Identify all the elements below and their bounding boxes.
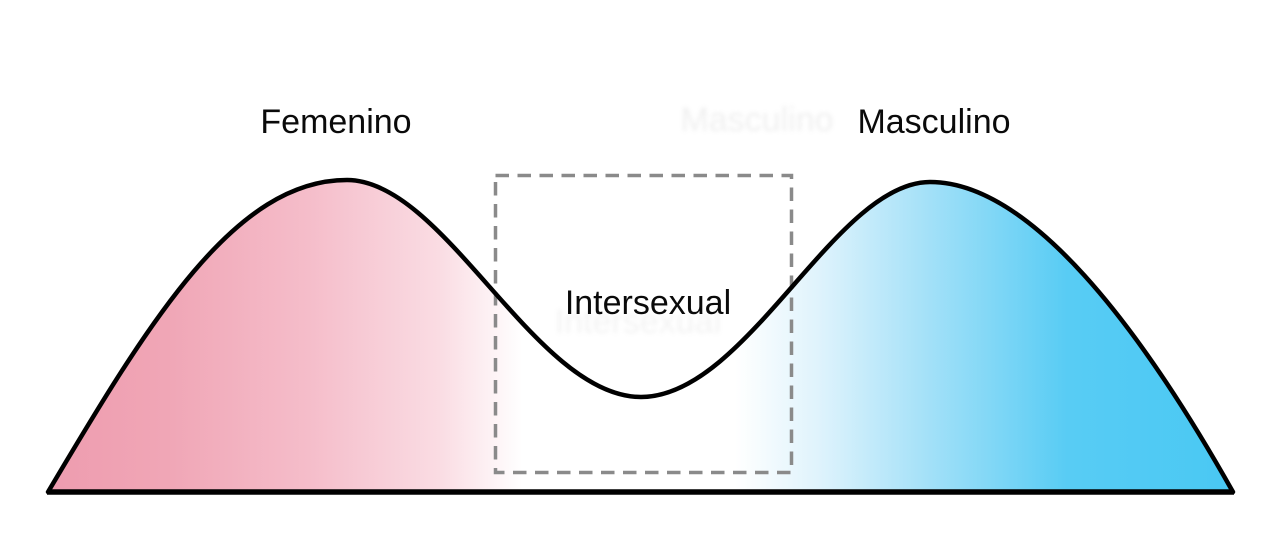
bimodal-curve-outline <box>45 177 1236 495</box>
bimodal-curve-fill <box>48 180 1233 492</box>
intersex-dashed-box <box>493 173 794 475</box>
female-label: Femenino <box>260 103 411 141</box>
intersex-label: Intersexual <box>565 284 731 322</box>
male-label: Masculino <box>857 103 1010 141</box>
ghost-masculino-text: Masculino <box>680 101 833 139</box>
ghost-intersexual-text: Intersexual <box>555 303 721 341</box>
